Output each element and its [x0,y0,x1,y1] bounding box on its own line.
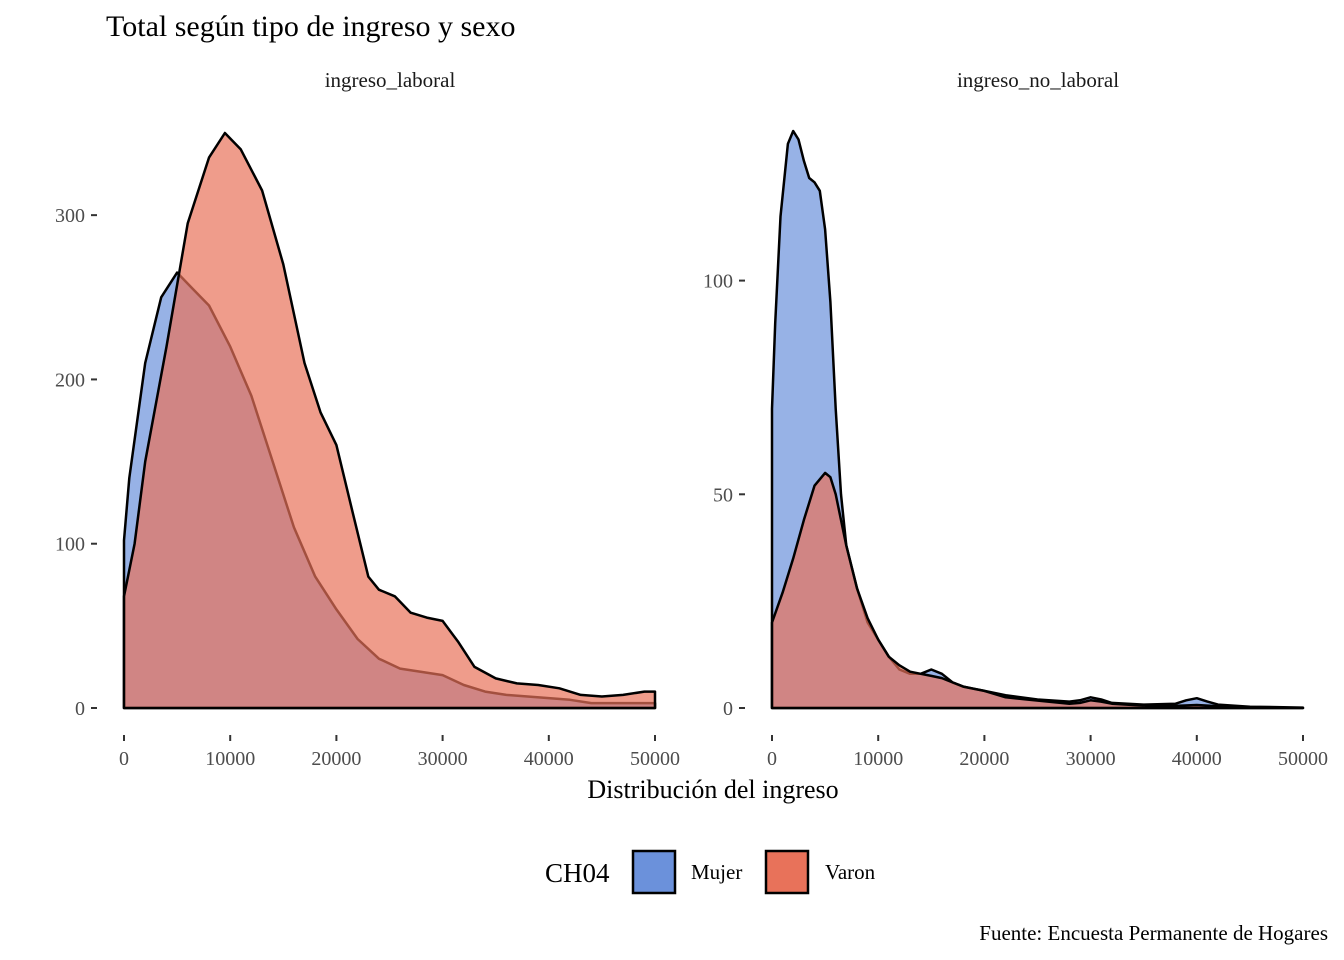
ingreso-laboral-x-tick-label: 40000 [524,748,574,770]
legend: CH04 Mujer Varon [545,849,876,895]
legend-title: CH04 [545,858,610,888]
facet-label-ingreso-laboral: ingreso_laboral [325,68,456,92]
legend-key-mujer [631,849,677,895]
ingreso-laboral-x-tick-label: 30000 [418,748,468,770]
chart-title: Total según tipo de ingreso y sexo [106,10,516,43]
ingreso-laboral-x-tick-label: 0 [119,748,129,770]
ingreso-no-laboral-y-tick-label: 100 [703,271,733,293]
ingreso-no-laboral-y-tick-label: 0 [723,698,733,720]
panel-ingreso-laboral: ingreso_laboral 0 100 200 300 0 10000 20000 300… [55,68,680,770]
facet-label-ingreso-no-laboral: ingreso_no_laboral [957,68,1119,92]
ingreso-no-laboral-x-tick-label: 40000 [1172,748,1222,770]
caption: Fuente: Encuesta Permanente de Hogares [979,921,1328,945]
legend-label-mujer: Mujer [691,860,742,884]
ingreso-laboral-x-tick-label: 10000 [205,748,255,770]
ingreso-laboral-x-tick-label: 50000 [630,748,680,770]
ingreso-no-laboral-y-tick-label: 50 [713,484,733,506]
panel-ingreso-no-laboral: ingreso_no_laboral 0 50 100 0 10000 20000 3000… [703,68,1328,770]
ingreso-no-laboral-density-varon [770,471,1305,710]
ingreso-laboral-y-tick-label: 300 [55,205,85,227]
legend-key-varon [764,849,810,895]
legend-label-varon: Varon [825,860,876,884]
ingreso-laboral-x-tick-label: 20000 [311,748,361,770]
ingreso-laboral-density-varon [122,131,657,710]
x-axis-title: Distribución del ingreso [587,775,838,804]
ingreso-no-laboral-x-tick-label: 50000 [1278,748,1328,770]
ingreso-no-laboral-x-tick-label: 10000 [853,748,903,770]
ingreso-laboral-y-tick-label: 100 [55,534,85,556]
ingreso-no-laboral-x-tick-label: 0 [767,748,777,770]
ingreso-laboral-y-tick-label: 0 [75,698,85,720]
ingreso-no-laboral-x-tick-label: 30000 [1066,748,1116,770]
ingreso-laboral-y-tick-label: 200 [55,369,85,391]
ingreso-no-laboral-x-tick-label: 20000 [959,748,1009,770]
